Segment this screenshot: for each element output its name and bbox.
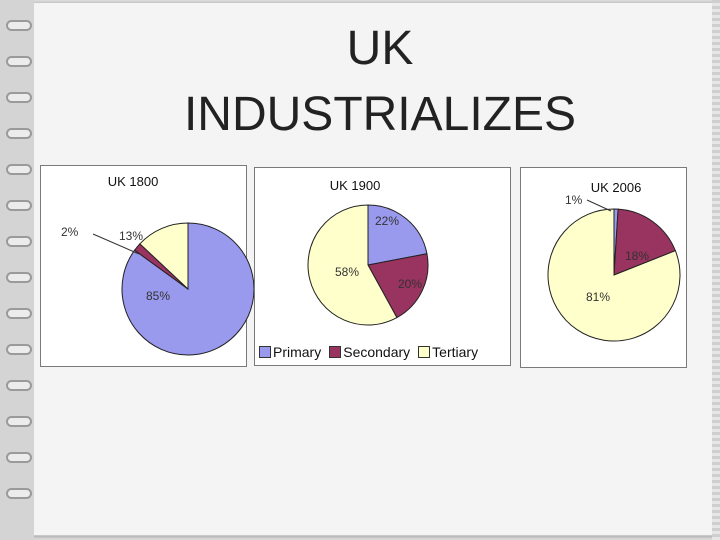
binding-ring: [6, 272, 32, 283]
data-label-tertiary: 13%: [119, 229, 143, 243]
page-edge: [712, 0, 720, 540]
binding-ring: [6, 92, 32, 103]
pie-chart-svg: 22% 20% 58% UK 1900: [307, 178, 429, 326]
binding-ring: [6, 56, 32, 67]
data-label-primary: 1%: [565, 193, 583, 207]
chart-title: UK 2006: [591, 180, 642, 195]
legend-swatch-secondary: [329, 346, 342, 358]
data-label-secondary: 18%: [625, 249, 649, 263]
binding-ring: [6, 164, 32, 175]
chart-title: UK 1900: [330, 178, 381, 193]
pie-slice-tertiary: [307, 204, 398, 326]
data-label-primary: 22%: [375, 214, 399, 228]
legend-label-tertiary: Tertiary: [432, 344, 479, 360]
data-label-tertiary: 81%: [586, 290, 610, 304]
chart-uk-1800: 85% 2% 13% UK 1800: [40, 165, 255, 367]
pie-slice-tertiary: [547, 208, 681, 342]
label-leader-line: [92, 233, 140, 255]
chart-legend: Primary Secondary Tertiary: [259, 344, 482, 360]
legend-item-secondary: Secondary: [329, 344, 410, 360]
binding-ring: [6, 416, 32, 427]
chart-uk-1900: 22% 20% 58% UK 1900 Primary Secondary Terti…: [254, 167, 511, 366]
pie-slice-secondary: [613, 208, 677, 276]
data-label-secondary: 20%: [398, 277, 422, 291]
pie-chart-svg: 1% 18% 81% UK 2006: [547, 180, 681, 342]
binding-ring: [6, 380, 32, 391]
legend-item-primary: Primary: [259, 344, 321, 360]
data-label-primary: 85%: [146, 289, 170, 303]
slide-title-line2: INDUSTRIALIZES: [183, 88, 577, 141]
binding-ring: [6, 128, 32, 139]
legend-swatch-tertiary: [418, 346, 431, 358]
spiral-binding: [0, 0, 34, 540]
data-label-secondary: 2%: [61, 225, 79, 239]
binding-ring: [6, 236, 32, 247]
legend-item-tertiary: Tertiary: [418, 344, 478, 360]
pie-slice-primary: [367, 204, 428, 266]
binding-ring: [6, 452, 32, 463]
binding-ring: [6, 308, 32, 319]
legend-label-primary: Primary: [273, 344, 322, 360]
label-leader-line: [586, 199, 612, 212]
binding-ring: [6, 20, 32, 31]
chart-uk-2006: 1% 18% 81% UK 2006: [520, 167, 687, 368]
pie-chart-svg: 85% 2% 13% UK 1800: [61, 174, 255, 356]
slide-title-line1: UK: [346, 22, 414, 75]
chart-title: UK 1800: [108, 174, 159, 189]
binding-ring: [6, 200, 32, 211]
pie-slice-tertiary: [139, 222, 189, 291]
data-label-tertiary: 58%: [335, 265, 359, 279]
legend-swatch-primary: [259, 346, 271, 358]
binding-ring: [6, 344, 32, 355]
pie-slice-secondary: [367, 253, 429, 319]
legend-label-secondary: Secondary: [343, 344, 411, 360]
binding-ring: [6, 488, 32, 499]
